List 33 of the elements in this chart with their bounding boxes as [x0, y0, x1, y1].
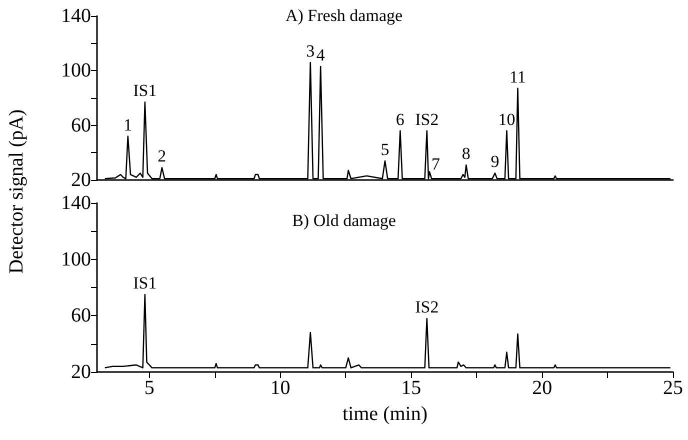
chart-title: A) Fresh damage: [285, 6, 403, 25]
x-axis-title: time (min): [342, 403, 428, 425]
x-tick-label: 20: [532, 377, 552, 399]
annotation: 9: [490, 152, 500, 172]
annotation: 1: [124, 115, 132, 134]
y-tick-label: 140: [61, 5, 91, 27]
text: B) Old damage: [292, 211, 396, 230]
annotation: 5: [380, 140, 390, 159]
annotation: 8: [462, 144, 470, 163]
annotation: 10: [498, 110, 516, 129]
annotation: IS2: [415, 297, 439, 316]
y-tick-label: 140: [61, 192, 91, 214]
annotation: 6: [396, 110, 404, 129]
annotation: 11: [510, 67, 526, 86]
x-tick-label: 5: [144, 377, 154, 399]
y-tick-label: 20: [71, 361, 91, 383]
y-tick-label: 60: [71, 114, 91, 136]
y-tick-label: 100: [61, 60, 91, 82]
x-tick-label: 15: [401, 377, 422, 399]
annotation: 2: [158, 146, 166, 166]
annotation: IS1: [133, 81, 157, 100]
y-tick-label: 60: [71, 304, 91, 327]
line-series: [104, 294, 672, 368]
annotation: IS1: [133, 274, 157, 293]
annotation: 7: [432, 154, 441, 174]
x-tick-label: 10: [270, 377, 290, 399]
y-tick-label: 20: [71, 169, 91, 191]
annotation: 3: [306, 41, 315, 60]
annotation: IS2: [415, 110, 439, 129]
y-tick-label: 100: [61, 248, 91, 270]
annotation: 4: [316, 46, 326, 65]
y-axis-title: Detector signal (pA): [6, 108, 28, 276]
x-tick-label: 25: [663, 377, 683, 399]
